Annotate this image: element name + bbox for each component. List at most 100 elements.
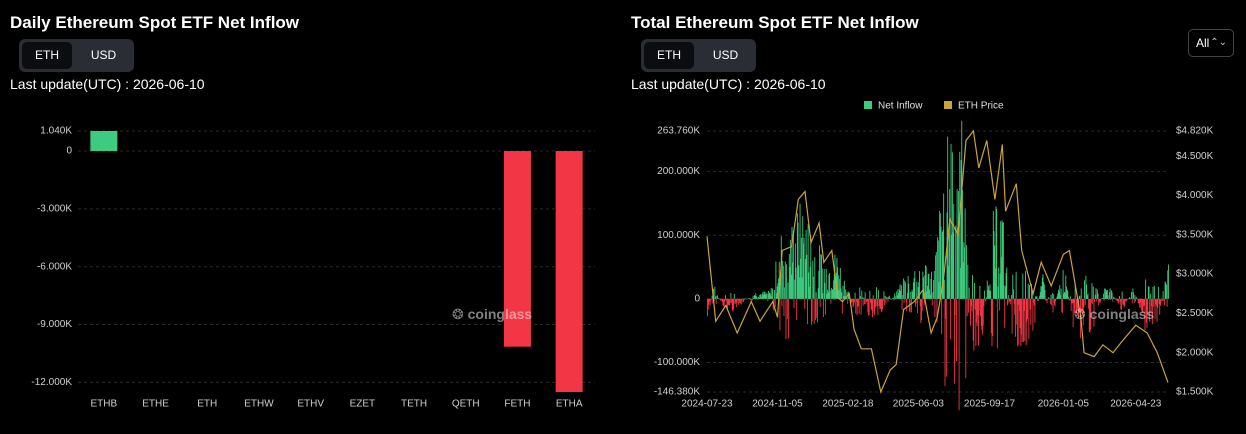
inflow-bar <box>1157 298 1159 309</box>
range-select[interactable]: All ⌃⌄ <box>1188 29 1234 57</box>
inflow-bar <box>818 270 820 299</box>
inflow-bar <box>1071 298 1073 304</box>
eth-toggle-button[interactable]: ETH <box>644 42 694 69</box>
inflow-bar <box>1098 298 1100 306</box>
inflow-bar <box>946 212 948 299</box>
inflow-bar <box>1039 292 1041 299</box>
inflow-bar <box>945 298 947 377</box>
inflow-bar <box>841 298 843 314</box>
inflow-bar <box>979 285 981 299</box>
inflow-bar <box>892 297 894 299</box>
inflow-bar <box>886 296 888 299</box>
inflow-bar <box>745 298 747 300</box>
inflow-bar <box>727 298 729 311</box>
inflow-bar <box>737 298 739 305</box>
inflow-bar <box>935 255 937 299</box>
inflow-bar <box>915 298 917 304</box>
inflow-bar <box>940 226 942 299</box>
x-tick-label: FETH <box>504 399 530 410</box>
inflow-bar <box>825 268 827 299</box>
inflow-bar <box>1116 298 1118 301</box>
inflow-bar <box>714 286 716 299</box>
inflow-bar <box>869 290 871 299</box>
inflow-bar <box>792 230 794 299</box>
inflow-bar <box>717 298 719 299</box>
inflow-bar <box>942 230 944 299</box>
inflow-bar <box>1100 298 1102 302</box>
inflow-bar <box>776 286 778 299</box>
y-tick-label: 0 <box>66 146 72 157</box>
inflow-bar <box>718 298 720 299</box>
y-left-tick-label: 200.000K <box>657 166 700 177</box>
inflow-bar <box>867 298 869 312</box>
inflow-bar <box>1103 298 1105 301</box>
inflow-bar <box>904 282 906 299</box>
inflow-bar <box>1133 298 1135 303</box>
inflow-bar <box>786 264 788 299</box>
inflow-bar <box>970 298 972 306</box>
inflow-bar <box>966 298 968 317</box>
inflow-bar <box>1006 298 1008 306</box>
inflow-bar <box>894 293 896 299</box>
inflow-bar <box>984 298 986 302</box>
inflow-bar <box>813 276 814 299</box>
inflow-bar <box>996 208 998 299</box>
inflow-bar <box>1042 274 1044 299</box>
inflow-bar <box>964 208 966 299</box>
inflow-bar <box>1137 298 1139 300</box>
inflow-bar <box>768 293 770 299</box>
inflow-bar <box>1025 298 1027 346</box>
inflow-bar <box>974 298 976 310</box>
inflow-bar <box>1084 280 1086 299</box>
inflow-bar <box>1053 298 1055 305</box>
inflow-bar <box>810 235 812 299</box>
inflow-bar <box>904 280 906 299</box>
inflow-bar <box>1094 298 1096 302</box>
inflow-bar <box>1057 289 1059 299</box>
inflow-bar <box>941 298 943 334</box>
inflow-bar <box>1009 298 1011 301</box>
inflow-bar <box>864 298 865 305</box>
inflow-bar <box>787 282 789 299</box>
inflow-bar <box>1158 298 1160 305</box>
inflow-bar <box>800 237 802 299</box>
inflow-bar <box>931 271 933 299</box>
inflow-bar <box>880 298 882 309</box>
inflow-bar <box>937 240 939 299</box>
inflow-bar <box>865 298 867 305</box>
inflow-bar <box>917 286 919 299</box>
inflow-bar <box>723 298 725 308</box>
usd-toggle-button[interactable]: USD <box>90 48 117 62</box>
inflow-bar <box>1135 296 1137 299</box>
eth-toggle-button[interactable]: ETH <box>22 42 72 69</box>
inflow-bar <box>728 298 730 306</box>
inflow-bar <box>1095 288 1097 299</box>
inflow-bar <box>992 211 994 299</box>
usd-toggle-button[interactable]: USD <box>712 48 739 62</box>
inflow-bar <box>740 298 742 301</box>
inflow-bar <box>895 298 897 300</box>
inflow-bar <box>1030 298 1032 325</box>
inflow-bar <box>826 293 828 299</box>
inflow-bar <box>1020 298 1022 346</box>
unit-toggle: ETH USD <box>641 39 756 72</box>
inflow-bar <box>939 213 941 299</box>
inflow-bar <box>738 298 740 301</box>
inflow-bar <box>811 298 813 322</box>
inflow-bar <box>736 298 738 303</box>
inflow-bar <box>1135 298 1137 302</box>
inflow-bar <box>1129 298 1131 300</box>
inflow-bar <box>1101 297 1103 299</box>
inflow-bar <box>887 298 889 302</box>
inflow-bar <box>709 298 711 306</box>
inflow-bar <box>1012 289 1014 299</box>
inflow-bar <box>927 285 928 299</box>
inflow-bar <box>881 298 883 312</box>
inflow-bar <box>1091 283 1093 299</box>
inflow-bar <box>1051 298 1053 306</box>
inflow-bar <box>955 225 957 299</box>
inflow-bar <box>1090 298 1092 303</box>
inflow-bar <box>935 251 937 299</box>
inflow-bar <box>883 291 885 299</box>
inflow-bar <box>762 293 763 299</box>
